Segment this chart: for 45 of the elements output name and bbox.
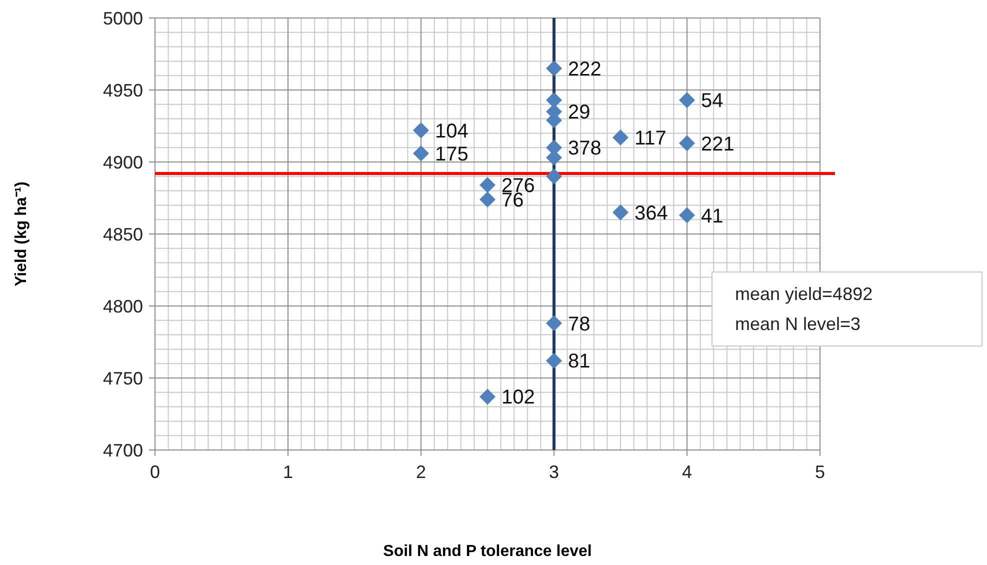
y-tick-label: 4900 xyxy=(102,152,143,172)
annotation: 175 xyxy=(435,143,468,166)
x-tick-label: 2 xyxy=(416,462,426,482)
y-tick-label: 5000 xyxy=(102,8,143,28)
point xyxy=(546,315,562,332)
y-tick-label: 4700 xyxy=(102,440,143,460)
x-axis-title: Soil N and P tolerance level xyxy=(383,543,592,560)
point xyxy=(480,388,496,405)
annotation: 102 xyxy=(502,386,535,409)
x-tick-label: 4 xyxy=(682,462,692,482)
point xyxy=(413,145,429,162)
annotation: mean N level=3 xyxy=(735,314,861,334)
y-axis-title: Yield (kg ha⁻¹) xyxy=(13,182,30,286)
y-tick-label: 4800 xyxy=(102,296,143,316)
point xyxy=(612,204,628,220)
y-tick-label: 4850 xyxy=(102,224,143,244)
annotation: 378 xyxy=(568,138,602,160)
annotation: 81 xyxy=(568,350,590,373)
point xyxy=(480,191,496,208)
annotation: 29 xyxy=(568,102,590,124)
annotation: mean yield=4892 xyxy=(735,284,873,304)
point xyxy=(546,352,562,369)
point xyxy=(480,177,496,194)
point xyxy=(679,207,695,224)
annotation: 54 xyxy=(701,90,724,112)
x-tick-label: 3 xyxy=(548,462,560,482)
y-tick-label: 4950 xyxy=(102,80,143,100)
x-tick-label: 1 xyxy=(282,462,294,482)
point xyxy=(413,122,429,138)
annotation: 41 xyxy=(701,205,724,228)
annotation: 117 xyxy=(634,128,666,150)
annotation: 221 xyxy=(701,133,734,156)
point xyxy=(612,130,628,146)
x-tick-label: 0 xyxy=(150,462,160,482)
point xyxy=(546,60,562,76)
point xyxy=(679,92,695,108)
annotation: 78 xyxy=(568,313,590,336)
point xyxy=(679,135,695,152)
annotation: 104 xyxy=(435,120,468,142)
annotation: 364 xyxy=(634,202,668,224)
note-box: mean yield=4892 mean N level=3 xyxy=(712,272,982,346)
x-tick-label: 5 xyxy=(814,462,826,482)
y-tick-label: 4750 xyxy=(102,368,143,388)
annotation: 222 xyxy=(568,58,602,80)
point xyxy=(546,168,562,184)
